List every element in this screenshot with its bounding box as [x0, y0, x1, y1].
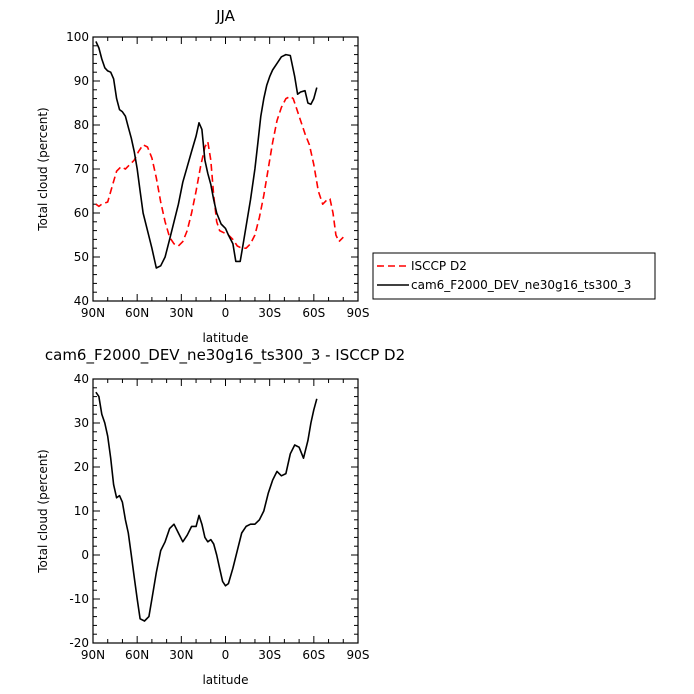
y-tick-label: 70	[74, 162, 89, 176]
bottom-chart-title: cam6_F2000_DEV_ne30g16_ts300_3 - ISCCP D…	[45, 346, 405, 365]
top-series-group	[95, 41, 344, 269]
bottom-x-axis: 90N 60N 30N 0 30S 60S 90S	[81, 379, 370, 662]
y-tick-label: 50	[74, 250, 89, 264]
legend-box	[372, 252, 656, 300]
bottom-y-axis: -20 -10 0 10 20 30 40	[69, 372, 358, 650]
y-tick-label: 10	[74, 504, 89, 518]
series-line-cam6-f2000-dev-ne30g16-ts300-3	[95, 41, 318, 269]
x-tick-label: 60N	[125, 306, 149, 320]
y-tick-label: 30	[74, 416, 89, 430]
x-tick-label: 0	[222, 306, 230, 320]
bottom-plot-frame	[92, 378, 359, 644]
x-tick-label: 60N	[125, 648, 149, 662]
y-tick-label: 0	[81, 548, 89, 562]
legend: ISCCP D2 cam6_F2000_DEV_ne30g16_ts300_3	[372, 252, 656, 300]
x-tick-label: 0	[222, 648, 230, 662]
top-x-axis-label: latitude	[202, 331, 248, 345]
x-tick-label: 60S	[302, 306, 325, 320]
x-tick-label: 60S	[302, 648, 325, 662]
x-tick-label: 30S	[258, 306, 281, 320]
x-tick-label: 90N	[81, 306, 105, 320]
y-tick-label: -10	[69, 592, 89, 606]
legend-label-cam6: cam6_F2000_DEV_ne30g16_ts300_3	[411, 278, 631, 292]
y-tick-label: 60	[74, 206, 89, 220]
x-tick-label: 90S	[347, 648, 370, 662]
top-y-axis: 40 50 60 70 80 90 100	[66, 30, 358, 308]
x-tick-label: 30N	[169, 648, 193, 662]
bottom-series-group	[95, 391, 318, 622]
bottom-panel: cam6_F2000_DEV_ne30g16_ts300_3 - ISCCP D…	[36, 346, 405, 687]
bottom-x-axis-label: latitude	[202, 673, 248, 687]
top-chart-title: JJA	[215, 7, 236, 25]
y-tick-label: 20	[74, 460, 89, 474]
top-y-axis-label: Total cloud (percent)	[36, 107, 50, 231]
y-tick-label: -20	[69, 636, 89, 650]
series-line-isccp-d2	[95, 95, 344, 249]
y-tick-label: 100	[66, 30, 89, 44]
top-plot-frame	[92, 36, 359, 302]
x-tick-label: 90N	[81, 648, 105, 662]
x-tick-label: 90S	[347, 306, 370, 320]
series-line-difference	[95, 391, 318, 622]
y-tick-label: 90	[74, 74, 89, 88]
bottom-y-axis-label: Total cloud (percent)	[36, 449, 50, 573]
top-x-axis: 90N 60N 30N 0 30S 60S 90S	[81, 37, 370, 320]
x-tick-label: 30S	[258, 648, 281, 662]
legend-label-isccp-d2: ISCCP D2	[411, 259, 467, 273]
x-tick-label: 30N	[169, 306, 193, 320]
y-tick-label: 40	[74, 294, 89, 308]
y-tick-label: 80	[74, 118, 89, 132]
y-tick-label: 40	[74, 372, 89, 386]
